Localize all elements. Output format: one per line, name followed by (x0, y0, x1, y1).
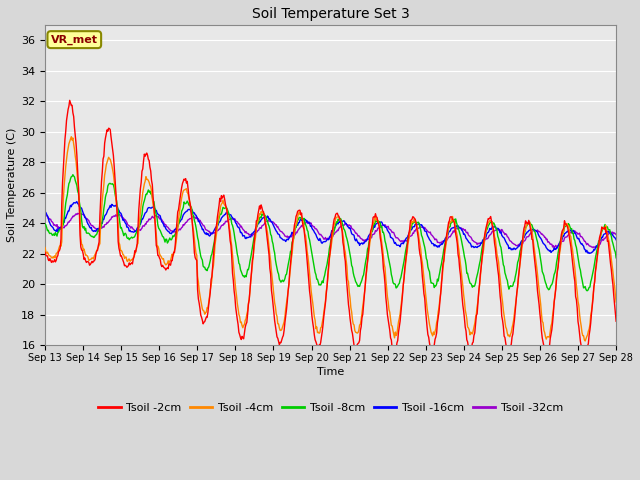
Tsoil -8cm (111, 191, 119, 196)
Tsoil -32cm (111, 214, 119, 219)
Tsoil -16cm (418, 222, 426, 228)
X-axis label: Time: Time (317, 367, 344, 377)
Legend: Tsoil -2cm, Tsoil -4cm, Tsoil -8cm, Tsoil -16cm, Tsoil -32cm: Tsoil -2cm, Tsoil -4cm, Tsoil -8cm, Tsoi… (94, 399, 567, 418)
Line: Tsoil -4cm: Tsoil -4cm (45, 137, 616, 341)
Tsoil -32cm (199, 223, 207, 228)
Line: Tsoil -16cm: Tsoil -16cm (45, 202, 616, 253)
Tsoil -8cm (69, 172, 77, 178)
Tsoil -2cm (199, 321, 207, 327)
Tsoil -4cm (67, 134, 75, 140)
Tsoil -2cm (111, 175, 119, 181)
Tsoil -32cm (41, 213, 49, 218)
Line: Tsoil -32cm: Tsoil -32cm (45, 214, 616, 248)
Tsoil -4cm (41, 245, 49, 251)
Tsoil -16cm (41, 209, 49, 215)
Tsoil -32cm (169, 228, 177, 234)
Line: Tsoil -2cm: Tsoil -2cm (45, 100, 616, 355)
Tsoil -2cm (401, 264, 409, 270)
Tsoil -16cm (73, 199, 81, 204)
Tsoil -32cm (74, 211, 81, 216)
Tsoil -4cm (169, 253, 177, 259)
Tsoil -8cm (401, 253, 409, 259)
Title: Soil Temperature Set 3: Soil Temperature Set 3 (252, 7, 410, 21)
Tsoil -4cm (401, 267, 409, 273)
Tsoil -32cm (401, 238, 409, 244)
Tsoil -16cm (111, 203, 119, 208)
Tsoil -8cm (418, 232, 426, 238)
Tsoil -8cm (169, 233, 177, 239)
Tsoil -4cm (612, 299, 620, 305)
Tsoil -4cm (418, 255, 426, 261)
Tsoil -4cm (581, 338, 589, 344)
Tsoil -16cm (612, 237, 620, 243)
Tsoil -16cm (401, 238, 409, 244)
Tsoil -16cm (169, 228, 177, 234)
Y-axis label: Soil Temperature (C): Soil Temperature (C) (7, 128, 17, 242)
Tsoil -16cm (199, 227, 207, 232)
Tsoil -16cm (52, 228, 60, 233)
Tsoil -8cm (584, 288, 591, 294)
Tsoil -8cm (52, 230, 60, 236)
Tsoil -2cm (52, 259, 60, 265)
Tsoil -4cm (111, 183, 119, 189)
Tsoil -4cm (52, 255, 60, 261)
Tsoil -2cm (66, 97, 74, 103)
Line: Tsoil -8cm: Tsoil -8cm (45, 175, 616, 291)
Tsoil -8cm (199, 263, 207, 269)
Tsoil -32cm (589, 245, 597, 251)
Tsoil -2cm (169, 252, 177, 258)
Tsoil -2cm (612, 318, 620, 324)
Tsoil -16cm (585, 251, 593, 256)
Tsoil -32cm (418, 224, 426, 230)
Tsoil -8cm (41, 221, 49, 227)
Tsoil -2cm (582, 352, 590, 358)
Tsoil -8cm (612, 255, 620, 261)
Tsoil -2cm (418, 262, 426, 268)
Tsoil -32cm (52, 223, 60, 228)
Tsoil -4cm (199, 308, 207, 313)
Text: VR_met: VR_met (51, 35, 98, 45)
Tsoil -2cm (41, 250, 49, 255)
Tsoil -32cm (612, 232, 620, 238)
